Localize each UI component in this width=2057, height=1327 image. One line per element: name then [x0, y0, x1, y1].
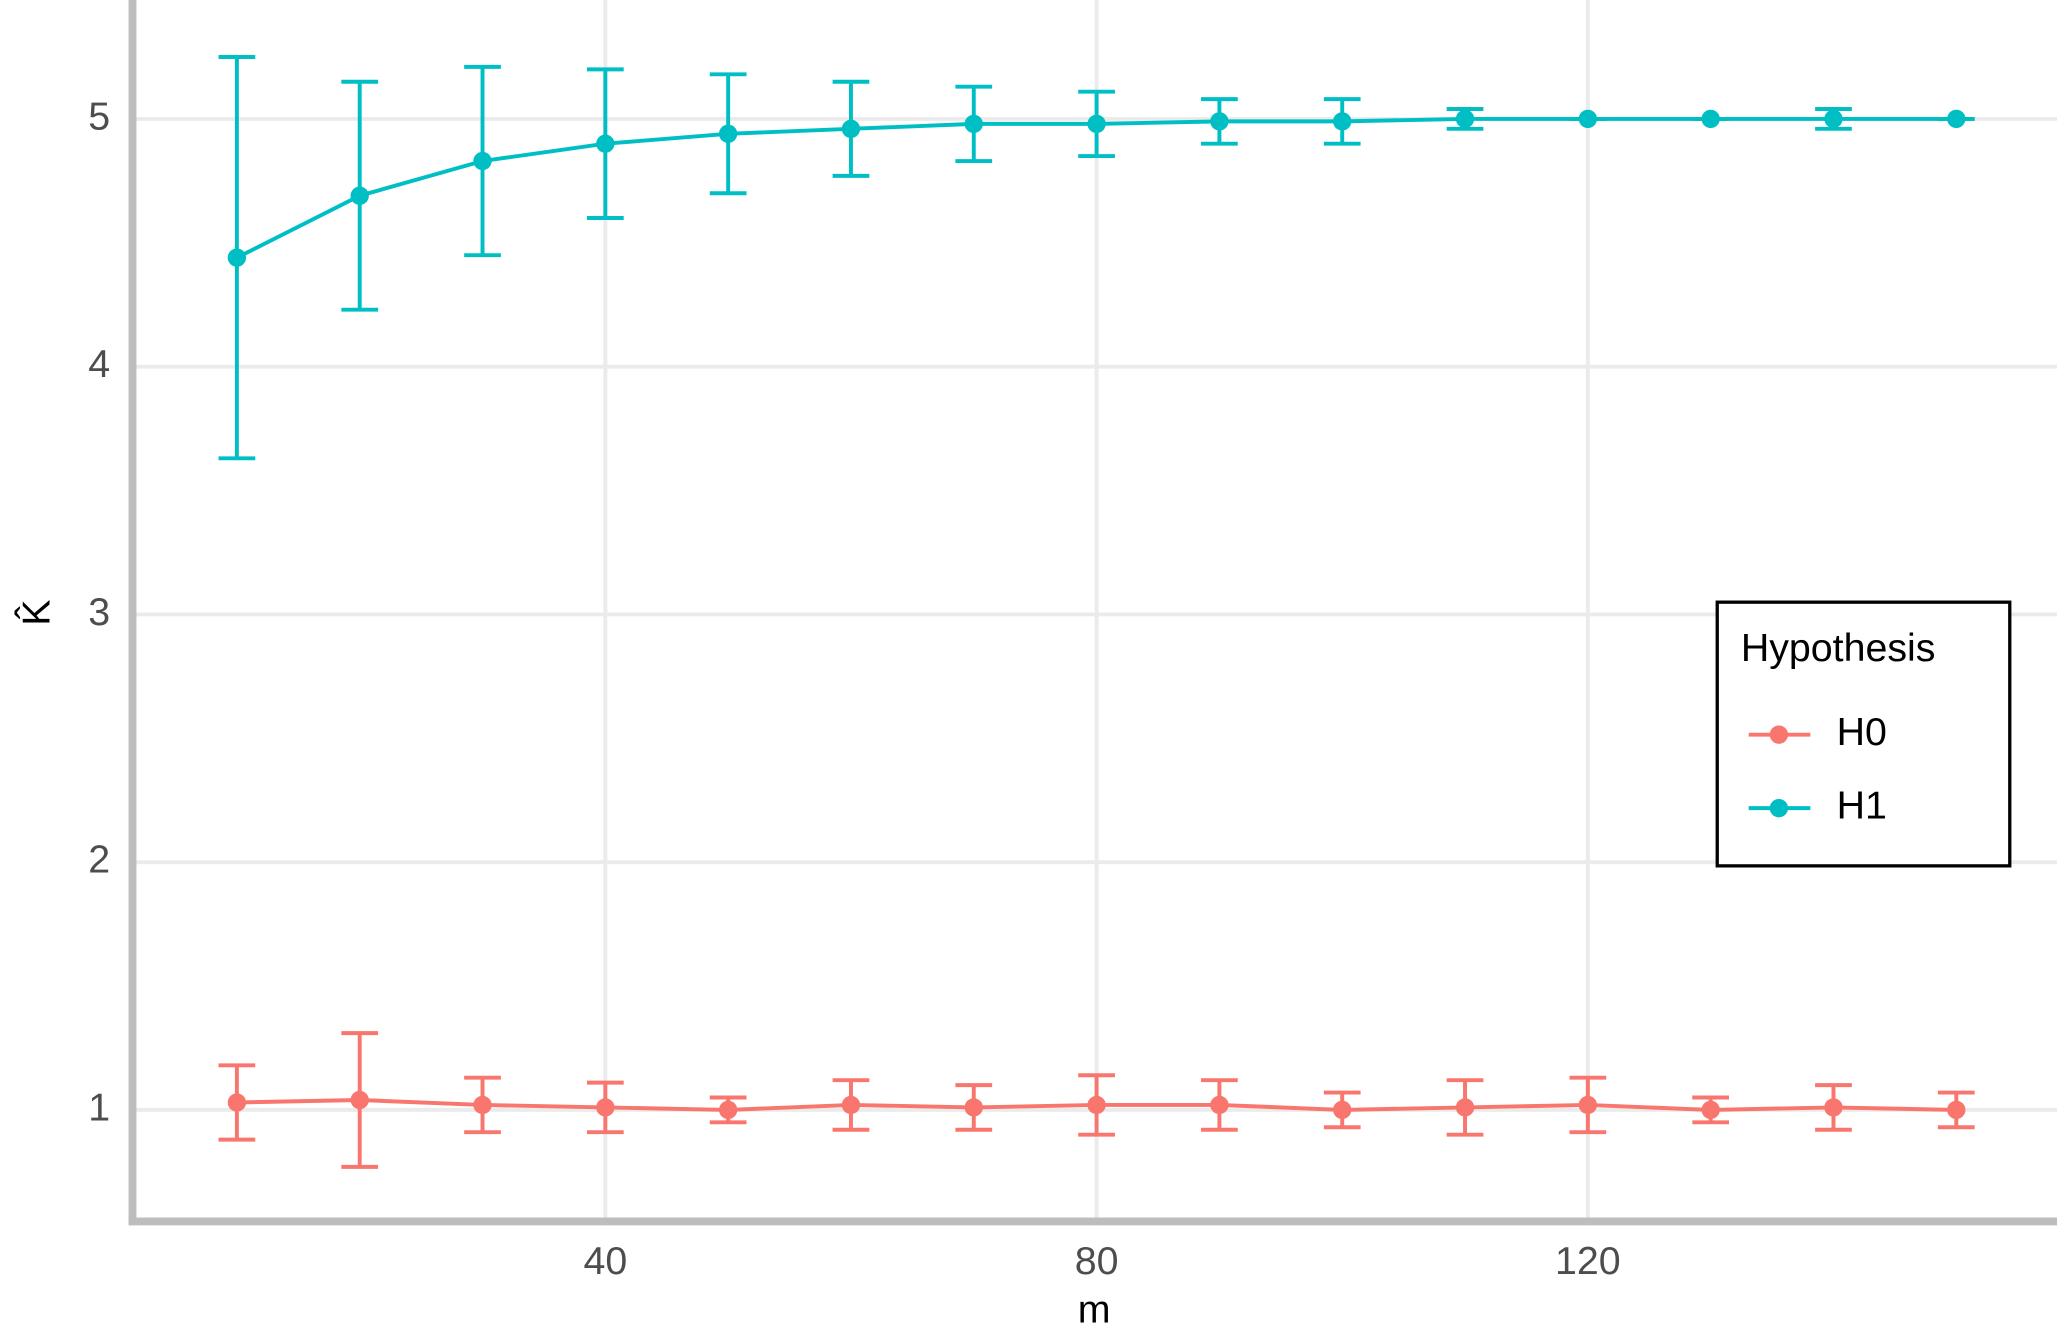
data-point: [1824, 109, 1843, 129]
x-tick-label: 120: [1555, 1239, 1621, 1283]
legend-marker: [1769, 725, 1789, 744]
y-tick-label: 2: [88, 838, 110, 882]
x-tick-label: 40: [583, 1239, 627, 1283]
legend-title: Hypothesis: [1741, 626, 1936, 670]
y-tick-label: 4: [88, 342, 110, 386]
data-point: [718, 1100, 738, 1120]
data-point: [596, 1098, 615, 1117]
legend-label: H0: [1837, 710, 1887, 754]
data-point: [227, 248, 247, 267]
x-tick-label: 80: [1075, 1239, 1119, 1283]
data-point: [1701, 109, 1720, 129]
data-point: [964, 114, 983, 134]
data-point: [1947, 109, 1966, 129]
data-point: [1333, 1100, 1352, 1120]
data-point: [350, 1090, 369, 1110]
data-point: [841, 1095, 861, 1115]
data-point: [1210, 112, 1229, 131]
data-point: [1578, 109, 1598, 129]
data-point: [1578, 1095, 1598, 1115]
data-point: [1455, 1098, 1475, 1117]
legend-label: H1: [1837, 784, 1887, 828]
y-tick-label: 5: [88, 94, 110, 138]
data-point: [1333, 112, 1352, 131]
data-point: [964, 1098, 983, 1117]
data-point: [841, 119, 861, 139]
data-point: [718, 124, 738, 143]
marks: [218, 55, 1975, 1169]
data-point: [1455, 109, 1475, 129]
data-point: [350, 186, 369, 205]
y-tick-label: 1: [88, 1085, 110, 1129]
data-point: [1947, 1100, 1966, 1120]
legend-marker: [1769, 798, 1789, 818]
x-axis-title: m: [1078, 1287, 1111, 1327]
data-point: [473, 151, 492, 171]
data-point: [1087, 1095, 1106, 1115]
data-point: [1210, 1095, 1229, 1115]
data-point: [1824, 1098, 1843, 1117]
legend: Hypothesis H0 H1: [1715, 600, 2012, 868]
y-axis-title: K̂: [14, 600, 59, 626]
data-point: [473, 1095, 492, 1115]
data-point: [596, 134, 615, 153]
data-point: [1087, 114, 1106, 134]
data-point: [227, 1093, 247, 1112]
data-point: [1701, 1100, 1720, 1120]
y-tick-label: 3: [88, 590, 110, 634]
